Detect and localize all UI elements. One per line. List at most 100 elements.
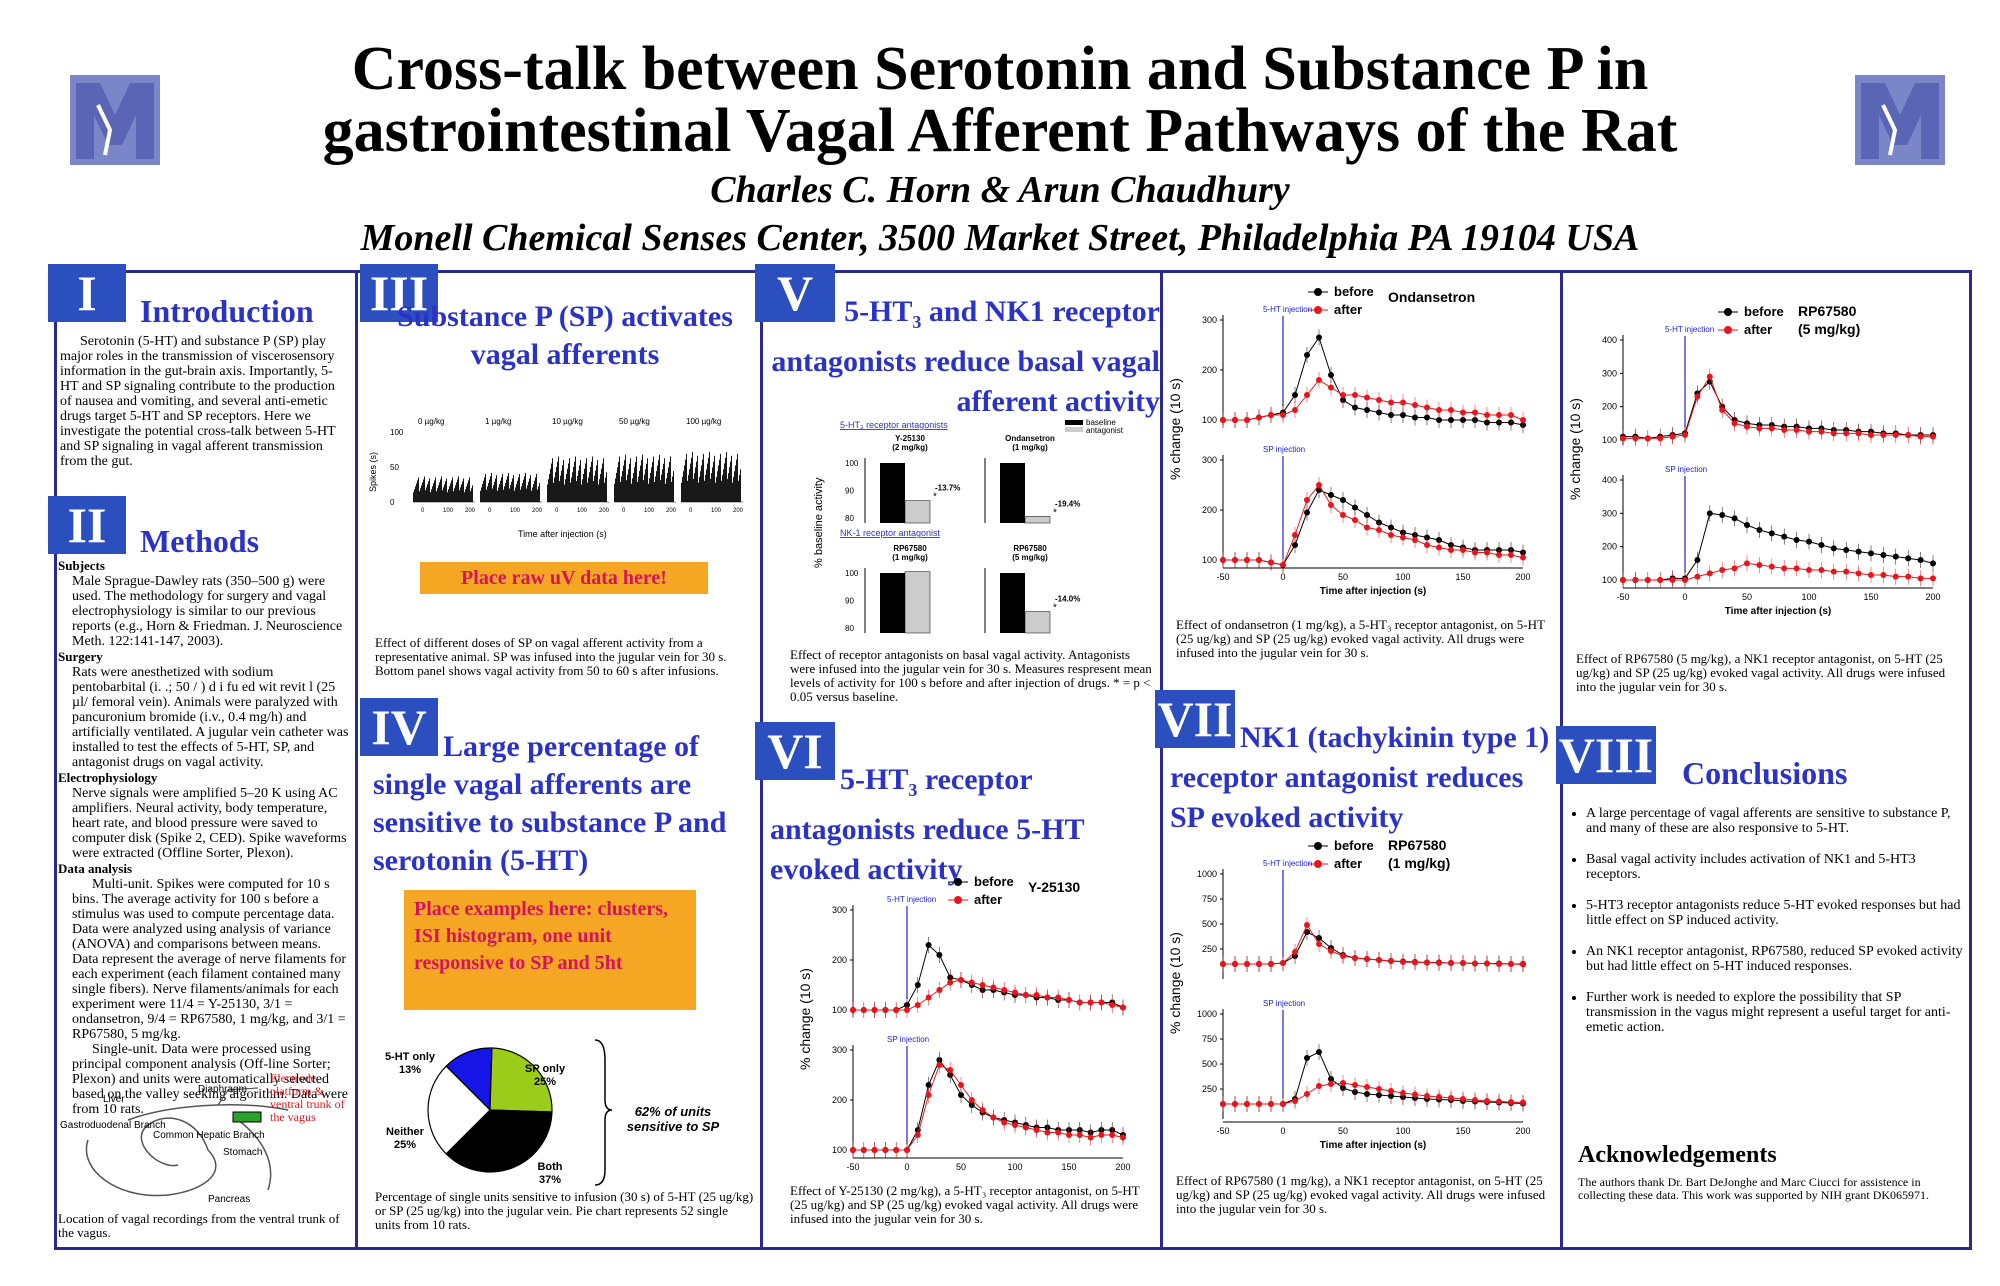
spike-bar bbox=[446, 478, 447, 502]
spike-bar bbox=[502, 474, 503, 502]
y-tick-label: 750 bbox=[1202, 1034, 1217, 1044]
dose-label: 50 µg/kg bbox=[619, 417, 650, 426]
data-point-before bbox=[1400, 412, 1406, 418]
data-point-before bbox=[925, 942, 932, 948]
spike-bar bbox=[512, 478, 513, 502]
series-line-after bbox=[1223, 923, 1524, 965]
data-point-after bbox=[1400, 959, 1406, 965]
spike-bar bbox=[437, 488, 438, 502]
x-tick-label: 100 bbox=[644, 508, 655, 514]
panel-drug: Y-25130 bbox=[895, 434, 925, 443]
diagram-label-liver: Liver bbox=[103, 1094, 125, 1105]
y-tick-label: 300 bbox=[832, 905, 847, 915]
spike-bar bbox=[710, 478, 711, 502]
y-tick-label: 80 bbox=[845, 624, 854, 633]
data-point-before bbox=[1412, 414, 1418, 421]
x-axis-label: Time after injection (s) bbox=[1320, 1140, 1427, 1151]
data-point-before bbox=[1364, 512, 1370, 518]
data-point-after bbox=[1087, 999, 1094, 1006]
spike-bar bbox=[491, 472, 492, 502]
data-point-after bbox=[904, 1147, 910, 1153]
authors: Charles C. Horn & Arun Chaudhury bbox=[710, 169, 1290, 211]
data-point-after bbox=[936, 1062, 943, 1068]
spike-bar bbox=[424, 476, 425, 502]
spike-bar bbox=[508, 472, 509, 502]
data-point-after bbox=[1484, 549, 1490, 556]
spike-bar bbox=[721, 480, 722, 502]
data-point-before bbox=[1843, 547, 1850, 553]
spike-bar bbox=[636, 456, 637, 502]
data-point-after bbox=[1268, 559, 1274, 566]
y-tick-label: 90 bbox=[845, 597, 854, 606]
y-tick-label: 200 bbox=[832, 955, 847, 965]
spike-bar bbox=[658, 460, 659, 502]
spike-bar bbox=[724, 463, 725, 502]
spike-bar bbox=[711, 473, 712, 502]
spike-bar bbox=[682, 476, 683, 502]
injection-label: 5-HT injection bbox=[1263, 859, 1312, 868]
drug-label: Ondansetron bbox=[1388, 289, 1475, 305]
poster-frame bbox=[54, 270, 1972, 1250]
spike-bar bbox=[647, 458, 648, 502]
x-tick-label: 200 bbox=[532, 508, 543, 514]
data-point-after bbox=[1316, 941, 1322, 947]
data-point-after bbox=[860, 1007, 867, 1013]
data-point-after bbox=[1868, 432, 1874, 438]
spike-bar bbox=[621, 476, 622, 502]
spike-bar bbox=[500, 480, 501, 502]
spike-bar bbox=[568, 463, 569, 502]
spike-bar bbox=[555, 472, 556, 502]
spike-bar bbox=[638, 476, 639, 502]
x-tick-label: -50 bbox=[846, 1162, 859, 1170]
spike-bar bbox=[524, 476, 525, 502]
spike-bar bbox=[525, 472, 526, 502]
spike-bar bbox=[714, 455, 715, 502]
data-point-after bbox=[1472, 409, 1478, 416]
spike-bar bbox=[537, 489, 538, 502]
spike-bar bbox=[637, 481, 638, 502]
spike-bar bbox=[547, 484, 548, 502]
ondansetron-chart: % change (10 s) before after Ondansetron 100… bbox=[1167, 280, 1558, 610]
spike-bar bbox=[556, 467, 557, 502]
spike-bar bbox=[495, 478, 496, 502]
data-point-before bbox=[1818, 542, 1825, 548]
panel-drug: RP67580 bbox=[893, 544, 927, 553]
data-point-before bbox=[1304, 509, 1310, 516]
data-point-after bbox=[1412, 959, 1418, 966]
section-number-vi: VI bbox=[755, 722, 835, 780]
spike-bar bbox=[468, 480, 469, 502]
data-point-after bbox=[1304, 1091, 1310, 1097]
spike-bar bbox=[654, 481, 655, 502]
conclusions-list: A large percentage of vagal afferents ar… bbox=[1568, 806, 1971, 1051]
spike-bar bbox=[585, 463, 586, 502]
data-point-before bbox=[1448, 417, 1454, 423]
spike-bar bbox=[699, 476, 700, 502]
diagram-label-pancreas: Pancreas bbox=[208, 1194, 250, 1205]
spike-bar bbox=[731, 455, 732, 502]
legend-label: before bbox=[1334, 284, 1374, 299]
y-tick-label: 100 bbox=[1602, 575, 1617, 585]
data-point-before bbox=[1731, 515, 1738, 522]
spike-bar bbox=[688, 475, 689, 502]
spike-bar bbox=[517, 480, 518, 502]
data-point-after bbox=[1436, 1094, 1442, 1100]
spike-bar bbox=[617, 467, 618, 502]
spike-bar bbox=[730, 461, 731, 502]
spike-bar bbox=[504, 486, 505, 502]
data-point-after bbox=[1388, 1088, 1394, 1094]
data-point-before bbox=[1352, 404, 1358, 411]
data-point-after bbox=[1855, 570, 1862, 577]
data-point-before bbox=[1917, 557, 1924, 563]
data-point-after bbox=[1280, 412, 1286, 418]
spike-bar bbox=[686, 453, 687, 502]
data-point-after bbox=[1694, 393, 1701, 400]
spike-bar bbox=[486, 489, 487, 502]
spike-bar bbox=[510, 485, 511, 502]
data-point-after bbox=[1436, 407, 1442, 413]
percent-label: -13.7% bbox=[935, 484, 960, 493]
spike-bar bbox=[461, 484, 462, 502]
spike-bar bbox=[531, 490, 532, 502]
spike-bar bbox=[526, 488, 527, 502]
spike-bar bbox=[418, 477, 419, 502]
data-point-after bbox=[1098, 999, 1105, 1006]
